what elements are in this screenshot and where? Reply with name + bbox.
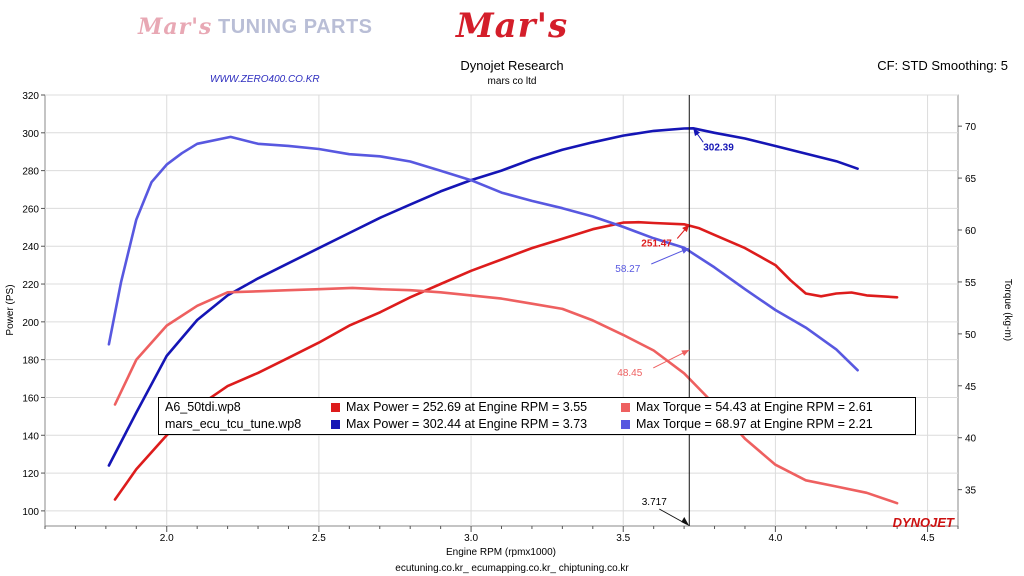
stock-power-swatch xyxy=(331,403,340,412)
y2-tick-label: 65 xyxy=(965,174,977,185)
footer-links: ecutuning.co.kr_ ecumapping.co.kr_ chipt… xyxy=(395,563,629,574)
y-axis-label: Power (PS) xyxy=(5,284,16,335)
stock-max-power: Max Power = 252.69 at Engine RPM = 3.55 xyxy=(346,400,588,414)
y2-tick-label: 60 xyxy=(965,226,977,237)
tuned_power-annotation-label: 302.39 xyxy=(703,142,734,153)
legend-row-tuned: mars_ecu_tcu_tune.wp8 Max Power = 302.44… xyxy=(159,416,915,432)
tuned-max-torque: Max Torque = 68.97 at Engine RPM = 2.21 xyxy=(636,417,873,431)
y2-tick-label: 45 xyxy=(965,382,977,393)
tuned_torque-line xyxy=(107,135,859,372)
stock_torque-annotation-arrow xyxy=(681,349,690,357)
stock_power-annotation-arrow xyxy=(682,224,690,233)
y-tick-label: 240 xyxy=(22,242,39,253)
tuned_torque-annotation-arrow xyxy=(681,247,690,254)
x-tick-label: 4.5 xyxy=(921,533,935,544)
website-link[interactable]: WWW.ZERO400.CO.KR xyxy=(210,74,320,85)
y-tick-label: 100 xyxy=(22,507,39,518)
y-tick-label: 280 xyxy=(22,167,39,178)
legend-row-stock: A6_50tdi.wp8 Max Power = 252.69 at Engin… xyxy=(159,399,915,415)
legend: A6_50tdi.wp8 Max Power = 252.69 at Engin… xyxy=(158,397,916,435)
tuned-torque-swatch xyxy=(621,420,630,429)
stock_power-line xyxy=(113,220,899,501)
correction-info: CF: STD Smoothing: 5 xyxy=(877,58,1008,73)
axis-ticks: 100 120 140 160 180 200 220 240 260 280 300 320 2.0 2… xyxy=(22,91,976,544)
y2-tick-label: 50 xyxy=(965,330,977,341)
y2-tick-label: 70 xyxy=(965,122,977,133)
x-tick-label: 2.0 xyxy=(160,533,174,544)
annotations: 302.39 251.47 58.27 48.45 xyxy=(615,127,734,379)
y-tick-label: 160 xyxy=(22,393,39,404)
stock_torque-line xyxy=(113,286,899,505)
chart-title: Dynojet Research xyxy=(460,58,564,73)
chart-subtitle: mars co ltd xyxy=(487,76,537,87)
tuned-max-power: Max Power = 302.44 at Engine RPM = 3.73 xyxy=(346,417,588,431)
y-tick-label: 220 xyxy=(22,280,39,291)
tuned-power-swatch xyxy=(331,420,340,429)
y-tick-label: 140 xyxy=(22,431,39,442)
stock_power-annotation-label: 251.47 xyxy=(641,238,672,249)
legend-file-tuned: mars_ecu_tcu_tune.wp8 xyxy=(165,417,302,431)
y-tick-label: 320 xyxy=(22,91,39,102)
y2-tick-label: 35 xyxy=(965,486,977,497)
y2-tick-label: 55 xyxy=(965,278,977,289)
x-tick-label: 3.5 xyxy=(616,533,630,544)
x-tick-label: 3.0 xyxy=(464,533,478,544)
stock_torque-annotation-label: 48.45 xyxy=(617,368,642,379)
stock-max-torque: Max Torque = 54.43 at Engine RPM = 2.61 xyxy=(636,400,873,414)
y-tick-label: 120 xyxy=(22,469,39,480)
data-lines xyxy=(107,127,899,505)
grid xyxy=(45,94,958,526)
y-tick-label: 200 xyxy=(22,318,39,329)
y-tick-label: 300 xyxy=(22,129,39,140)
rpm-cursor-label: 3.717 xyxy=(642,497,667,508)
y2-tick-label: 40 xyxy=(965,434,977,445)
y-tick-label: 180 xyxy=(22,356,39,367)
tuned_power-annotation-arrow xyxy=(693,128,701,137)
x-axis-label: Engine RPM (rpmx1000) xyxy=(446,547,556,558)
center-logo: Mar's xyxy=(456,6,569,46)
cursor-arrowhead xyxy=(681,517,690,526)
y2-axis-label: Torque (kg-m) xyxy=(1002,279,1013,341)
y-tick-label: 260 xyxy=(22,204,39,215)
stock-torque-swatch xyxy=(621,403,630,412)
legend-file-stock: A6_50tdi.wp8 xyxy=(165,400,241,414)
x-tick-label: 4.0 xyxy=(768,533,782,544)
tuned_power-line xyxy=(107,127,859,467)
cursor-layer: 3.717 xyxy=(642,95,690,526)
brand-logo: Mar's xyxy=(138,14,213,40)
tuned_torque-annotation-label: 58.27 xyxy=(615,264,640,275)
dynojet-watermark: DYNOJET xyxy=(893,515,955,530)
plot-frame xyxy=(44,94,959,527)
brand-tuning-parts: TUNING PARTS xyxy=(218,16,373,38)
x-tick-label: 2.5 xyxy=(312,533,326,544)
